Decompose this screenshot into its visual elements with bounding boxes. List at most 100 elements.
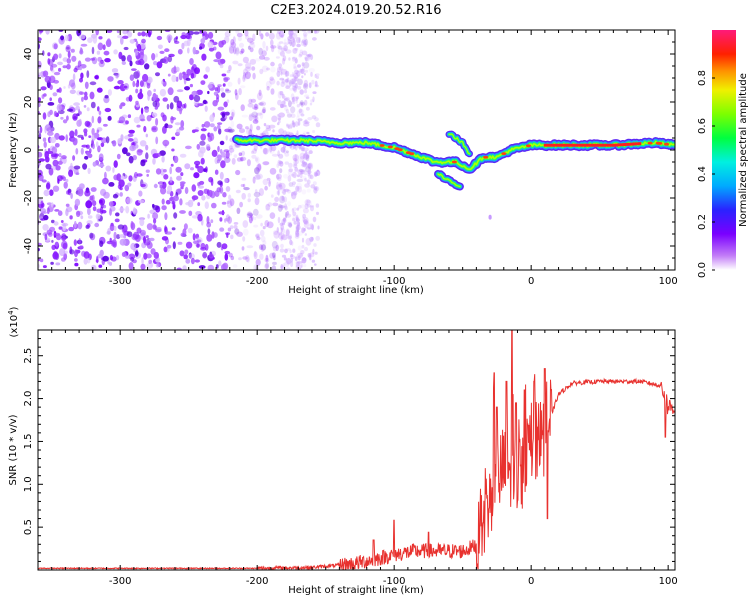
noise-blob bbox=[218, 260, 222, 267]
noise-blob bbox=[40, 200, 44, 208]
noise-blob bbox=[151, 53, 156, 61]
noise-blob bbox=[133, 171, 138, 179]
noise-blob bbox=[86, 107, 90, 112]
noise-blob bbox=[132, 231, 140, 240]
noise-blob bbox=[89, 148, 92, 154]
signal-track-layer bbox=[448, 133, 470, 155]
noise-blob bbox=[86, 223, 91, 228]
colorbar-tick-label: 0.2 bbox=[697, 214, 708, 230]
noise-blob bbox=[99, 240, 104, 247]
hotspot bbox=[594, 143, 597, 147]
noise-blob bbox=[277, 42, 281, 47]
noise-blob bbox=[218, 40, 224, 48]
noise-blob bbox=[140, 48, 144, 56]
noise-blob bbox=[268, 124, 276, 129]
noise-blob bbox=[44, 75, 52, 83]
noise-blob bbox=[280, 224, 285, 231]
noise-blob bbox=[192, 240, 200, 244]
noise-blob bbox=[84, 81, 89, 90]
noise-blob bbox=[128, 262, 134, 270]
noise-blob bbox=[258, 188, 264, 197]
noise-blob bbox=[258, 47, 264, 56]
noise-blob bbox=[189, 83, 193, 88]
noise-blob bbox=[202, 35, 206, 41]
noise-blob bbox=[211, 202, 217, 209]
noise-blob bbox=[163, 169, 167, 173]
noise-blob bbox=[253, 104, 259, 108]
noise-blob bbox=[277, 244, 280, 249]
noise-blob bbox=[94, 75, 99, 80]
noise-blob bbox=[73, 220, 77, 229]
noise-blob bbox=[285, 108, 289, 114]
noise-blob bbox=[144, 63, 150, 70]
noise-blob bbox=[57, 160, 63, 165]
noise-blob bbox=[248, 98, 253, 104]
noise-blob bbox=[309, 174, 314, 180]
noise-blob bbox=[294, 159, 300, 165]
noise-blob bbox=[109, 254, 113, 261]
noise-blob bbox=[292, 154, 300, 162]
noise-blob bbox=[161, 155, 165, 163]
noise-blob bbox=[224, 253, 229, 261]
noise-blob bbox=[134, 50, 139, 56]
noise-blob bbox=[249, 124, 253, 132]
noise-blob bbox=[304, 56, 307, 60]
noise-blob bbox=[112, 140, 117, 147]
noise-blob bbox=[91, 46, 95, 55]
noise-blob bbox=[307, 227, 312, 230]
noise-blob bbox=[107, 115, 112, 121]
noise-blob bbox=[96, 87, 103, 93]
noise-blob bbox=[79, 183, 85, 190]
noise-blob bbox=[232, 36, 236, 44]
noise-blob bbox=[291, 101, 296, 105]
noise-blob bbox=[235, 47, 240, 55]
noise-blob bbox=[290, 78, 295, 85]
noise-blob bbox=[38, 242, 42, 246]
noise-blob bbox=[300, 68, 305, 75]
noise-blob bbox=[108, 261, 113, 266]
noise-blob bbox=[222, 192, 227, 198]
noise-blob bbox=[239, 201, 244, 208]
noise-blob bbox=[39, 126, 43, 134]
noise-blob bbox=[143, 54, 148, 63]
noise-blob bbox=[252, 115, 258, 121]
noise-blob bbox=[277, 44, 281, 49]
noise-blob bbox=[138, 190, 143, 197]
noise-blob bbox=[100, 142, 105, 148]
noise-blob bbox=[277, 115, 282, 120]
noise-blob bbox=[241, 150, 246, 156]
noise-blob bbox=[58, 226, 63, 230]
noise-blob bbox=[273, 230, 280, 239]
noise-blob bbox=[247, 192, 251, 198]
noise-blob bbox=[51, 63, 58, 68]
noise-blob bbox=[200, 242, 206, 250]
noise-blob bbox=[291, 241, 294, 246]
noise-blob bbox=[171, 200, 175, 205]
noise-blob bbox=[207, 41, 214, 49]
noise-blob bbox=[237, 36, 242, 42]
noise-blob bbox=[298, 108, 303, 114]
noise-blob bbox=[205, 166, 208, 173]
noise-blob bbox=[52, 92, 58, 97]
noise-blob bbox=[303, 72, 306, 76]
noise-blob bbox=[123, 235, 127, 239]
noise-blob bbox=[80, 215, 84, 220]
noise-blob bbox=[65, 44, 71, 53]
hotspot bbox=[451, 160, 457, 164]
noise-blob bbox=[287, 221, 292, 225]
noise-blob bbox=[313, 187, 318, 194]
noise-blob bbox=[119, 192, 123, 197]
noise-blob bbox=[162, 125, 167, 134]
hotspot bbox=[609, 143, 612, 147]
noise-blob bbox=[282, 263, 286, 267]
noise-blob bbox=[296, 174, 300, 178]
noise-blob bbox=[131, 68, 137, 71]
noise-blob bbox=[136, 227, 142, 234]
noise-blob bbox=[64, 34, 70, 42]
noise-blob bbox=[295, 98, 298, 104]
signal-lower-branch bbox=[434, 170, 464, 191]
noise-blob bbox=[240, 48, 245, 54]
noise-blob bbox=[122, 30, 128, 35]
noise-blob bbox=[265, 45, 269, 52]
noise-blob bbox=[128, 175, 133, 182]
